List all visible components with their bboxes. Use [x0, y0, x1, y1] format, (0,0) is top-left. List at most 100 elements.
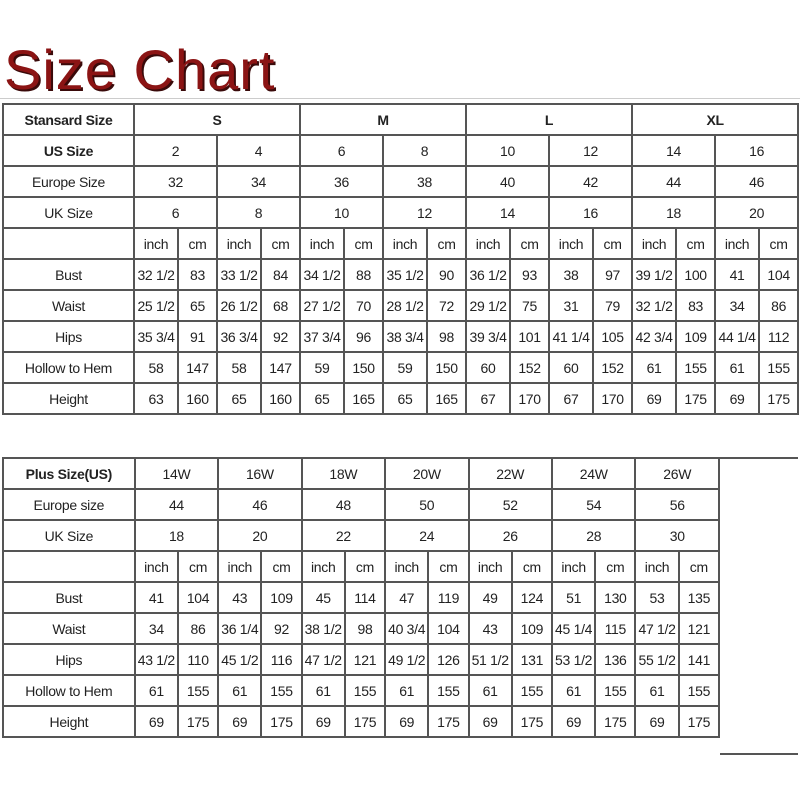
row-label: Hips	[2, 320, 135, 353]
unit-cm: cm	[510, 550, 553, 583]
measurement-cell: 34	[133, 612, 179, 645]
measurement-cell: 126	[427, 643, 470, 676]
unit-inch: inch	[634, 550, 680, 583]
size-cell: 36	[299, 165, 385, 198]
measurement-cell: 32 1/2	[631, 289, 678, 322]
measurement-cell: 175	[427, 705, 470, 738]
size-cell: 52	[467, 488, 553, 521]
measurement-cell: 93	[509, 258, 551, 291]
measurement-cell: 147	[259, 351, 302, 384]
measurement-cell: 155	[758, 351, 800, 384]
unit-cm: cm	[343, 227, 385, 260]
unit-cm: cm	[675, 227, 717, 260]
measurement-cell: 69	[631, 382, 678, 415]
measurement-cell: 38	[548, 258, 595, 291]
header-row: Plus Size(US) 14W 16W 18W 20W 22W 24W 26W	[2, 457, 720, 490]
plus-size-header: 16W	[217, 457, 303, 490]
row-label: UK Size	[2, 519, 136, 552]
measurement-cell: 31	[548, 289, 595, 322]
unit-inch: inch	[382, 227, 429, 260]
size-cell: 40	[465, 165, 551, 198]
plus-size-header: 26W	[634, 457, 720, 490]
measurement-cell: 41 1/4	[548, 320, 595, 353]
measurement-cell: 175	[510, 705, 553, 738]
measurement-cell: 175	[677, 705, 721, 738]
unit-inch: inch	[299, 227, 346, 260]
measurement-cell: 65	[382, 382, 429, 415]
size-cell: 8	[382, 134, 468, 167]
measurement-cell: 175	[758, 382, 800, 415]
measurement-cell: 61	[714, 351, 761, 384]
row-label: Height	[2, 705, 136, 738]
measurement-cell: 61	[550, 674, 597, 707]
measurement-cell: 59	[299, 351, 346, 384]
row-label: Europe Size	[2, 165, 135, 198]
measurement-cell: 55 1/2	[634, 643, 680, 676]
measurement-cell: 69	[384, 705, 430, 738]
size-cell: 14	[465, 196, 551, 229]
size-cell: 44	[133, 488, 220, 521]
europe-size-row: Europe Size 32 34 36 38 40 42 44 46	[2, 165, 800, 198]
unit-inch: inch	[550, 550, 597, 583]
measurement-cell: 61	[300, 674, 346, 707]
unit-row: inch cm inch cm inch cm inch cm inch cm inch cm inch…	[2, 227, 800, 260]
measurement-row: Hips 43 1/2 110 45 1/2 116 47 1/2 121 49 1/2 126…	[2, 643, 721, 676]
measurement-cell: 63	[133, 382, 179, 415]
size-cell: 16	[714, 134, 800, 167]
measurement-cell: 43	[217, 581, 263, 614]
size-cell: 32	[133, 165, 218, 198]
page-title: Size Chart	[4, 38, 276, 101]
plus-size-header: 20W	[384, 457, 470, 490]
measurement-cell: 112	[758, 320, 800, 353]
measurement-cell: 69	[714, 382, 761, 415]
size-cell: 20	[217, 519, 303, 552]
measurement-cell: 109	[260, 581, 303, 614]
measurement-cell: 40 3/4	[384, 612, 430, 645]
measurement-cell: 116	[260, 643, 303, 676]
measurement-cell: 26 1/2	[216, 289, 262, 322]
measurement-cell: 39 3/4	[465, 320, 512, 353]
plus-size-header: 14W	[133, 457, 220, 490]
row-label: Hips	[2, 643, 136, 676]
measurement-cell: 58	[133, 351, 179, 384]
measurement-cell: 44 1/4	[714, 320, 761, 353]
row-label: Height	[2, 382, 135, 415]
measurement-cell: 155	[675, 351, 717, 384]
measurement-cell: 98	[343, 612, 387, 645]
measurement-cell: 104	[427, 612, 470, 645]
unit-inch: inch	[133, 227, 179, 260]
measurement-row: Height 69 175 69 175 69 175 69 175 69 175 69 175 69 17…	[2, 705, 721, 738]
unit-cm: cm	[176, 550, 220, 583]
unit-cm: cm	[758, 227, 800, 260]
measurement-row: Waist 34 86 36 1/4 92 38 1/2 98 40 3/4 104 43 109 4…	[2, 612, 721, 645]
size-cell: 54	[550, 488, 637, 521]
size-cell: 46	[714, 165, 800, 198]
measurement-cell: 114	[343, 581, 387, 614]
measurement-cell: 53 1/2	[550, 643, 597, 676]
uk-size-row: UK Size 6 8 10 12 14 16 18 20	[2, 196, 800, 229]
measurement-cell: 136	[594, 643, 637, 676]
measurement-cell: 68	[259, 289, 302, 322]
measurement-row: Hollow to Hem 61 155 61 155 61 155 61 155 61 155 61…	[2, 674, 721, 707]
measurement-cell: 47 1/2	[300, 643, 346, 676]
measurement-cell: 175	[594, 705, 637, 738]
measurement-cell: 65	[299, 382, 346, 415]
unit-cm: cm	[509, 227, 551, 260]
measurement-cell: 124	[510, 581, 553, 614]
measurement-cell: 155	[260, 674, 303, 707]
measurement-cell: 75	[509, 289, 551, 322]
measurement-cell: 100	[675, 258, 717, 291]
europe-size-row: Europe size 44 46 48 50 52 54 56	[2, 488, 720, 521]
measurement-cell: 25 1/2	[133, 289, 179, 322]
unit-cm: cm	[343, 550, 387, 583]
measurement-cell: 36 3/4	[216, 320, 262, 353]
unit-cm: cm	[592, 227, 634, 260]
measurement-cell: 105	[592, 320, 634, 353]
size-cell: 44	[631, 165, 717, 198]
measurement-cell: 61	[634, 674, 680, 707]
measurement-cell: 155	[594, 674, 637, 707]
unit-inch: inch	[300, 550, 346, 583]
measurement-cell: 67	[465, 382, 512, 415]
unit-inch: inch	[384, 550, 430, 583]
blank-cell	[2, 227, 135, 260]
